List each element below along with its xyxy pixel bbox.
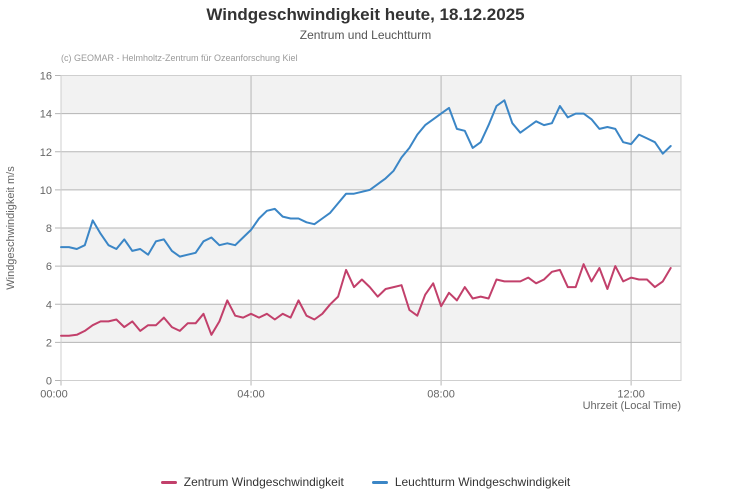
zentrum-line-marker-icon — [160, 480, 177, 484]
y-band — [61, 304, 681, 343]
x-axis-title: Uhrzeit (Local Time) — [582, 400, 681, 412]
y-axis-title: Windgeschwindigkeit m/s — [5, 166, 17, 290]
y-band — [61, 75, 681, 114]
x-tick-label: 08:00 — [427, 389, 455, 401]
legend-label-zentrum: Zentrum Windgeschwindigkeit — [183, 475, 344, 489]
legend-item-zentrum[interactable]: Zentrum Windgeschwindigkeit — [160, 475, 344, 489]
plot-border — [60, 75, 682, 381]
chart-subtitle: Zentrum und Leuchtturm — [299, 28, 432, 42]
legend-item-leuchtturm[interactable]: Leuchtturm Windgeschwindigkeit — [371, 475, 571, 489]
y-tick-label: 16 — [40, 71, 52, 83]
credits-text: (c) GEOMAR - Helmholtz-Zentrum für Ozean… — [61, 53, 298, 63]
y-tick-label: 2 — [46, 337, 52, 349]
leuchtturm-line-marker-icon — [371, 480, 388, 484]
x-tick-label: 12:00 — [617, 389, 645, 401]
y-band — [61, 151, 681, 190]
chart-title: Windgeschwindigkeit heute, 18.12.2025 — [206, 5, 525, 24]
legend: Zentrum Windgeschwindigkeit Leuchtturm W… — [0, 475, 731, 489]
wind-speed-plot: 0 2 4 6 8 10 12 14 16 00:00 04:00 08:00 12:00 — [40, 71, 682, 401]
y-tick-label: 8 — [46, 223, 52, 235]
y-tick-label: 0 — [46, 376, 52, 388]
y-tick-label: 14 — [40, 109, 52, 121]
leuchtturm-series-line[interactable] — [60, 99, 672, 258]
x-tick-label: 00:00 — [40, 389, 68, 401]
y-tick-label: 10 — [40, 185, 52, 197]
zentrum-series-line[interactable] — [60, 263, 672, 337]
y-tick-label: 6 — [46, 261, 52, 273]
y-tick-label: 12 — [40, 147, 52, 159]
x-tick-label: 04:00 — [237, 389, 265, 401]
y-band — [61, 228, 681, 267]
legend-label-leuchtturm: Leuchtturm Windgeschwindigkeit — [394, 475, 571, 489]
y-tick-label: 4 — [46, 299, 52, 311]
